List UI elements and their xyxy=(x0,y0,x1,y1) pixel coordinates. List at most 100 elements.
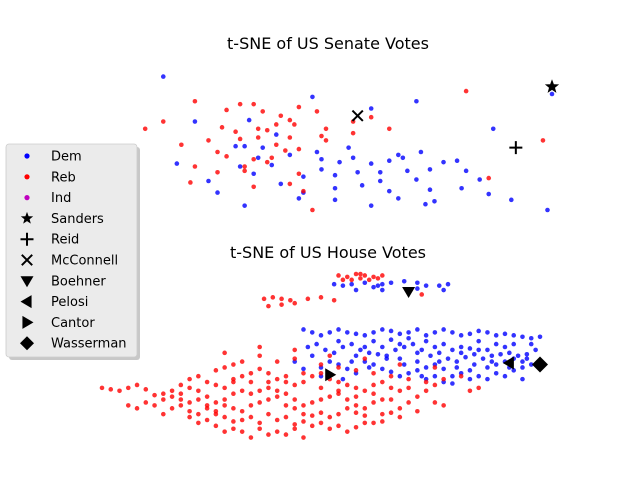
legend-marker-pelosi xyxy=(20,295,32,309)
house-point-reb xyxy=(283,403,289,408)
house-point-reb xyxy=(222,385,227,391)
senate-point-dem xyxy=(278,181,284,187)
house-point-dem xyxy=(384,356,390,361)
house-point-dem xyxy=(493,333,499,338)
house-point-dem xyxy=(349,359,354,364)
house-point-reb xyxy=(344,274,350,280)
house-point-reb xyxy=(371,382,376,388)
house-point-reb xyxy=(318,420,324,426)
house-point-dem xyxy=(511,368,517,373)
house-point-reb xyxy=(169,394,175,399)
house-point-dem xyxy=(340,376,346,382)
house-point-reb xyxy=(187,376,192,382)
senate-point-reb xyxy=(287,181,293,187)
house-point-dem xyxy=(366,365,372,370)
senate-point-reb xyxy=(237,101,243,107)
house-point-reb xyxy=(257,426,262,432)
house-point-dem xyxy=(397,331,403,337)
house-point-dem xyxy=(380,281,385,287)
house-point-dem xyxy=(537,334,543,340)
house-point-dem xyxy=(423,283,429,288)
house-point-dem xyxy=(380,344,385,350)
house-point-dem xyxy=(380,327,385,332)
house-point-dem xyxy=(375,352,381,357)
house-point-reb xyxy=(257,353,262,359)
house-point-dem xyxy=(502,373,508,379)
house-point-dem xyxy=(445,281,451,287)
senate-point-reb xyxy=(242,168,247,174)
legend-box xyxy=(5,143,138,358)
senate-point-dem xyxy=(432,199,437,204)
senate-point-dem xyxy=(396,152,401,158)
senate-point-reb xyxy=(273,142,279,148)
house-point-reb xyxy=(178,382,184,388)
house-point-reb xyxy=(134,382,140,388)
house-point-reb xyxy=(222,350,227,356)
senate-point-reb xyxy=(237,136,243,142)
house-point-reb xyxy=(353,385,359,391)
house-point-dem xyxy=(362,344,368,350)
house-point-dem xyxy=(463,354,468,360)
house-point-reb xyxy=(344,429,350,434)
house-point-reb xyxy=(318,362,324,367)
house-point-reb xyxy=(283,379,289,385)
house-point-reb xyxy=(318,410,324,416)
house-point-reb xyxy=(213,408,219,414)
house-point-reb xyxy=(152,392,157,398)
marker-wasserman xyxy=(532,356,548,373)
senate-point-dem xyxy=(206,178,211,184)
legend-label-pelosi: Pelosi xyxy=(51,295,88,310)
house-point-reb xyxy=(362,273,368,278)
marker-pelosi xyxy=(502,356,514,370)
senate-point-dem xyxy=(246,117,252,123)
house-point-reb xyxy=(353,410,359,416)
senate-point-reb xyxy=(386,126,392,132)
legend-label-wasserman: Wasserman xyxy=(51,337,127,352)
house-point-reb xyxy=(344,382,350,388)
senate-point-dem xyxy=(160,74,166,79)
house-point-dem xyxy=(467,368,473,373)
legend-marker-cantor xyxy=(22,315,34,329)
senate-point-dem xyxy=(490,126,496,132)
house-point-reb xyxy=(362,388,368,394)
house-point-reb xyxy=(266,303,271,309)
house-point-dem xyxy=(472,362,477,367)
legend-marker-reb xyxy=(24,174,30,180)
senate-point-dem xyxy=(545,207,550,213)
house-point-reb xyxy=(239,388,245,394)
house-point-dem xyxy=(485,365,490,370)
house-point-reb xyxy=(239,408,245,414)
senate-point-dem xyxy=(377,170,383,175)
legend-marker-ind xyxy=(24,195,30,201)
senate-point-dem xyxy=(192,119,198,124)
house-point-reb xyxy=(371,391,376,397)
senate-point-reb xyxy=(192,164,198,169)
house-point-dem xyxy=(397,356,403,361)
house-point-reb xyxy=(108,387,114,392)
legend-label-dem: Dem xyxy=(51,150,82,165)
senate-point-dem xyxy=(377,178,383,184)
house-point-reb xyxy=(336,423,341,429)
senate-point-reb xyxy=(264,159,270,165)
house-point-reb xyxy=(248,435,254,440)
house-point-reb xyxy=(415,408,420,414)
house-point-reb xyxy=(309,423,315,429)
house-point-reb xyxy=(266,379,271,385)
house-point-reb xyxy=(292,426,298,432)
house-point-dem xyxy=(415,359,420,364)
house-point-reb xyxy=(274,376,280,382)
house-point-dem xyxy=(507,350,512,356)
house-point-reb xyxy=(231,376,236,382)
house-point-reb xyxy=(266,411,271,417)
house-point-dem xyxy=(393,347,398,353)
house-point-dem xyxy=(301,366,306,372)
house-point-reb xyxy=(371,420,376,426)
house-point-dem xyxy=(419,373,425,379)
house-point-dem xyxy=(344,330,350,335)
senate-point-reb xyxy=(310,207,315,213)
senate-point-dem xyxy=(237,164,243,169)
house-point-reb xyxy=(441,376,446,382)
house-point-reb xyxy=(266,385,271,391)
house-point-reb xyxy=(327,353,333,359)
